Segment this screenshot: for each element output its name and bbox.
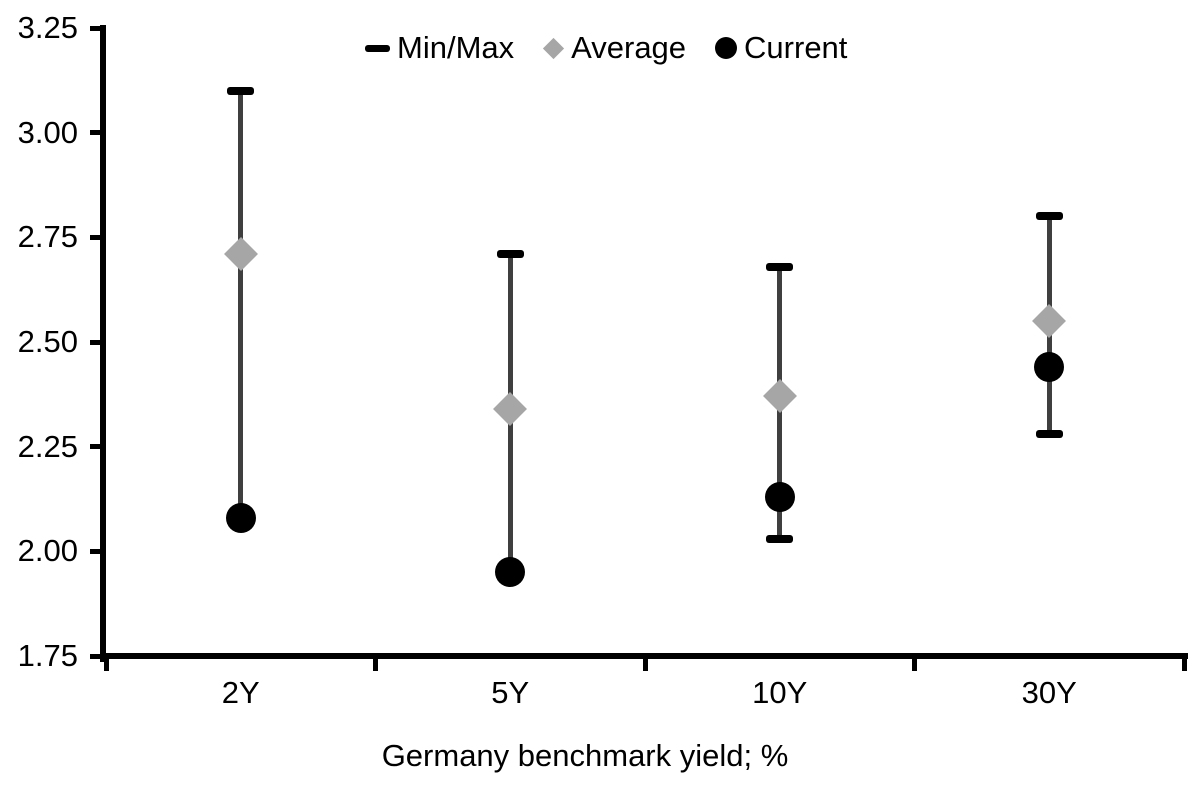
max-cap (766, 262, 794, 271)
y-tick-label: 3.25 (17, 10, 78, 45)
current-circle-icon (715, 37, 738, 59)
current-dot (495, 557, 526, 588)
x-tick (912, 657, 917, 671)
current-dot (1034, 352, 1065, 383)
x-axis-line (100, 653, 1188, 659)
y-tick-label: 2.00 (17, 533, 78, 569)
x-tick (642, 657, 648, 671)
y-tick (90, 339, 106, 345)
y-tick (90, 25, 106, 31)
minmax-dash-icon (365, 44, 390, 52)
y-tick-label: 2.50 (17, 324, 78, 359)
max-cap (1035, 212, 1063, 221)
y-tick-label: 3.00 (17, 114, 78, 150)
average-diamond (762, 379, 797, 414)
y-tick (90, 444, 106, 450)
max-cap (227, 86, 255, 95)
x-tick (1181, 657, 1187, 671)
average-diamond (223, 237, 258, 272)
legend: Min/Max Average Current (365, 28, 847, 68)
x-tick-label: 5Y (491, 675, 530, 710)
current-dot (225, 502, 256, 533)
x-axis-title: Germany benchmark yield; % (381, 738, 789, 773)
x-tick-label: 2Y (221, 675, 260, 710)
y-tick-label: 2.25 (17, 428, 78, 464)
legend-item-average: Average (543, 28, 686, 68)
y-tick (90, 234, 106, 240)
y-tick-label: 1.75 (17, 638, 78, 673)
legend-item-minmax: Min/Max (365, 28, 514, 68)
x-tick (103, 657, 109, 671)
min-cap (766, 534, 794, 543)
y-tick (90, 653, 106, 659)
error-bar-whisker (238, 90, 244, 518)
legend-label-current: Current (744, 30, 848, 65)
legend-label-average: Average (571, 30, 687, 65)
x-tick-label: 30Y (1021, 675, 1077, 710)
x-tick-label: 10Y (752, 675, 808, 710)
min-cap (1035, 430, 1063, 439)
average-diamond-icon (543, 37, 565, 59)
average-diamond (1032, 304, 1067, 339)
legend-item-current: Current (715, 28, 847, 68)
max-cap (496, 250, 524, 259)
x-tick (373, 657, 378, 671)
legend-label-minmax: Min/Max (397, 30, 515, 65)
current-dot (764, 481, 795, 512)
y-tick-label: 2.75 (17, 219, 78, 255)
y-tick (90, 548, 106, 554)
y-tick (90, 130, 106, 136)
average-diamond (493, 392, 528, 426)
